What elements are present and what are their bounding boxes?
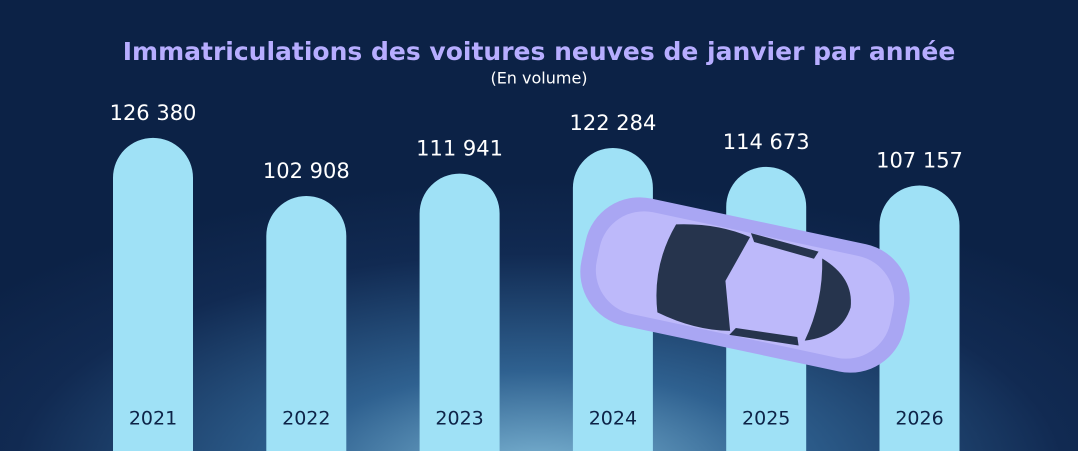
x-tick-label: 2023 xyxy=(435,408,483,430)
value-label: 122 284 xyxy=(569,111,656,135)
car-illustration xyxy=(580,197,910,373)
value-label: 114 673 xyxy=(723,130,810,154)
chart-subtitle: (En volume) xyxy=(490,69,587,88)
bar xyxy=(419,173,500,451)
car-windshield xyxy=(656,224,751,331)
bar xyxy=(113,137,193,451)
value-label: 107 157 xyxy=(876,148,963,172)
value-label: 126 380 xyxy=(110,101,197,125)
chart-title: Immatriculations des voitures neuves de … xyxy=(123,37,956,66)
value-label: 102 908 xyxy=(263,159,350,183)
x-tick-label: 2024 xyxy=(589,408,637,430)
car-rear-window xyxy=(804,258,851,341)
x-tick-label: 2022 xyxy=(282,408,330,430)
x-tick-label: 2025 xyxy=(742,408,790,430)
x-tick-label: 2021 xyxy=(129,408,177,430)
bar xyxy=(879,185,960,451)
car-side-window xyxy=(750,233,819,259)
value-label: 111 941 xyxy=(416,137,503,161)
car-side-window xyxy=(729,328,799,346)
bar xyxy=(266,195,347,451)
x-tick-label: 2026 xyxy=(895,408,943,430)
